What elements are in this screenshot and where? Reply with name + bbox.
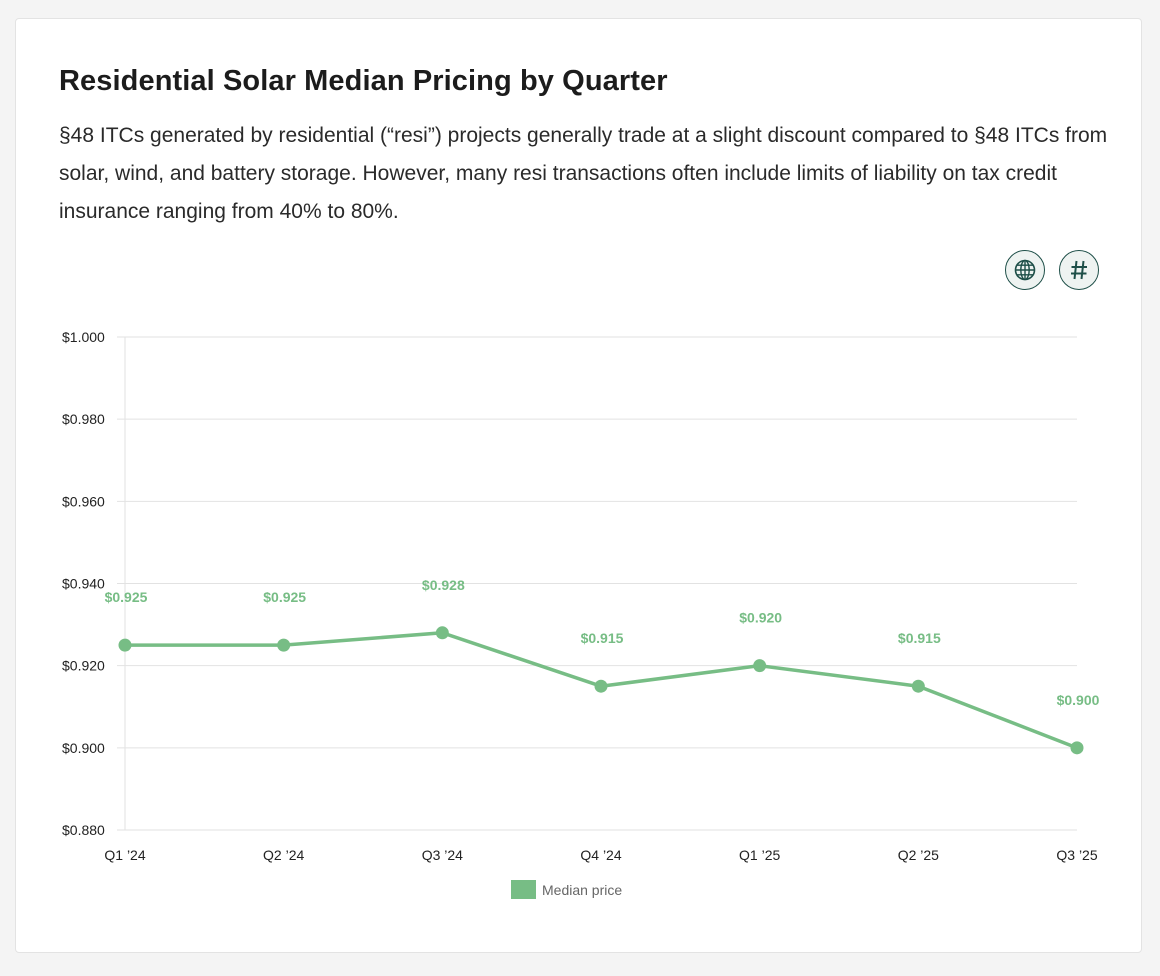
data-label: $0.925 (105, 589, 148, 605)
chart-description: §48 ITCs generated by residential (“resi… (59, 124, 1108, 223)
x-tick-label: Q4 ’24 (580, 847, 621, 863)
y-tick-label: $0.960 (62, 493, 105, 509)
data-label: $0.920 (739, 610, 782, 626)
x-tick-label: Q1 ’25 (739, 847, 780, 863)
x-tick-label: Q3 ’25 (1056, 847, 1097, 863)
y-tick-label: $0.940 (62, 576, 105, 592)
y-tick-label: $1.000 (62, 329, 105, 345)
data-label: $0.928 (422, 577, 465, 593)
x-tick-label: Q2 ’24 (263, 847, 304, 863)
data-point (911, 679, 925, 693)
data-point (594, 679, 608, 693)
y-tick-label: $0.880 (62, 822, 105, 838)
globe-icon (1014, 259, 1036, 281)
data-point (1070, 741, 1084, 755)
data-label: $0.915 (581, 630, 624, 646)
data-point (435, 626, 449, 640)
page-title: Residential Solar Median Pricing by Quar… (59, 65, 668, 97)
x-tick-label: Q1 ’24 (104, 847, 145, 863)
x-tick-label: Q3 ’24 (422, 847, 463, 863)
y-tick-label: $0.900 (62, 740, 105, 756)
hash-button[interactable] (1059, 250, 1099, 290)
data-label: $0.925 (263, 589, 306, 605)
legend-label: Median price (542, 882, 622, 898)
y-tick-label: $0.980 (62, 411, 105, 427)
data-label: $0.915 (898, 630, 941, 646)
data-point (753, 659, 767, 673)
data-label: $0.900 (1057, 692, 1100, 708)
chart-card: Residential Solar Median Pricing by Quar… (15, 18, 1142, 953)
data-point (118, 638, 132, 652)
data-point (277, 638, 291, 652)
x-tick-label: Q2 ’25 (898, 847, 939, 863)
globe-button[interactable] (1005, 250, 1045, 290)
hash-icon (1071, 260, 1087, 280)
legend-swatch (511, 880, 536, 899)
y-tick-label: $0.920 (62, 658, 105, 674)
